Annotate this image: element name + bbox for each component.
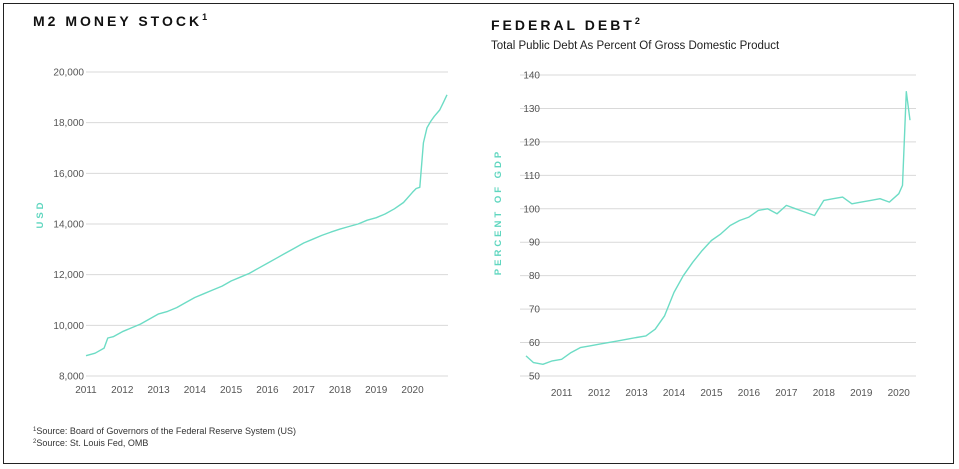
debt-y-tick-label: 60 [529, 338, 541, 349]
m2-money-stock-chart: 8,000 10,000 12,000 14,000 16,000 18,000 20,00… [35, 68, 448, 396]
footnote-2: 2Source: St. Louis Fed, OMB [33, 438, 149, 448]
m2-y-tick-label: 14,000 [53, 220, 84, 231]
debt-x-tick-label: 2015 [700, 388, 723, 399]
debt-x-tick-label: 2012 [588, 388, 611, 399]
m2-x-tick-label: 2011 [75, 385, 97, 396]
m2-x-tick-label: 2013 [147, 385, 170, 396]
debt-y-tick-label: 90 [529, 238, 541, 249]
debt-y-tick-label: 140 [523, 71, 540, 82]
debt-y-tick-label: 70 [529, 305, 541, 316]
m2-series-line [85, 94, 448, 357]
debt-y-tick-label: 50 [529, 372, 541, 383]
debt-chart-subtitle: Total Public Debt As Percent Of Gross Do… [491, 40, 780, 52]
debt-series-line [525, 90, 911, 365]
m2-y-axis-label: USD [35, 199, 46, 228]
debt-x-tick-label: 2020 [888, 388, 911, 399]
debt-x-tick-label: 2014 [663, 388, 686, 399]
m2-x-tick-label: 2012 [111, 385, 134, 396]
m2-chart-title: M2 MONEY STOCK1 [33, 12, 208, 29]
m2-x-tick-label: 2014 [184, 385, 207, 396]
debt-x-tick-label: 2017 [775, 388, 798, 399]
debt-chart-title: FEDERAL DEBT2 [491, 16, 640, 33]
footnotes: 1Source: Board of Governors of the Feder… [33, 425, 296, 449]
debt-y-axis-label: PERCENT OF GDP [493, 149, 504, 275]
m2-x-tick-label: 2019 [365, 385, 388, 396]
m2-y-tick-label: 12,000 [53, 270, 84, 281]
footnote-1: 1Source: Board of Governors of the Feder… [33, 426, 296, 436]
debt-x-tick-label: 2018 [813, 388, 836, 399]
m2-y-tick-label: 10,000 [53, 321, 84, 332]
m2-y-tick-label: 18,000 [53, 118, 84, 129]
m2-x-tick-label: 2020 [401, 385, 424, 396]
federal-debt-chart: 50 60 70 80 90 100 110 120 130 140 2011 2012 2013 201… [493, 71, 916, 399]
debt-x-tick-label: 2019 [850, 388, 873, 399]
debt-y-tick-label: 130 [523, 104, 540, 115]
m2-x-tick-label: 2016 [256, 385, 279, 396]
figure-frame [3, 3, 954, 464]
debt-y-tick-label: 110 [524, 171, 540, 182]
m2-x-tick-label: 2018 [329, 385, 352, 396]
debt-y-tick-label: 80 [529, 271, 541, 282]
debt-y-tick-label: 120 [523, 137, 540, 148]
m2-y-tick-label: 8,000 [59, 372, 84, 383]
debt-x-tick-label: 2016 [738, 388, 761, 399]
debt-x-tick-label: 2013 [625, 388, 648, 399]
m2-y-tick-label: 16,000 [53, 169, 84, 180]
m2-y-tick-label: 20,000 [53, 68, 84, 79]
debt-y-tick-label: 100 [523, 204, 540, 215]
m2-x-tick-label: 2015 [220, 385, 243, 396]
m2-x-tick-label: 2017 [293, 385, 316, 396]
debt-x-tick-label: 2011 [551, 388, 573, 399]
